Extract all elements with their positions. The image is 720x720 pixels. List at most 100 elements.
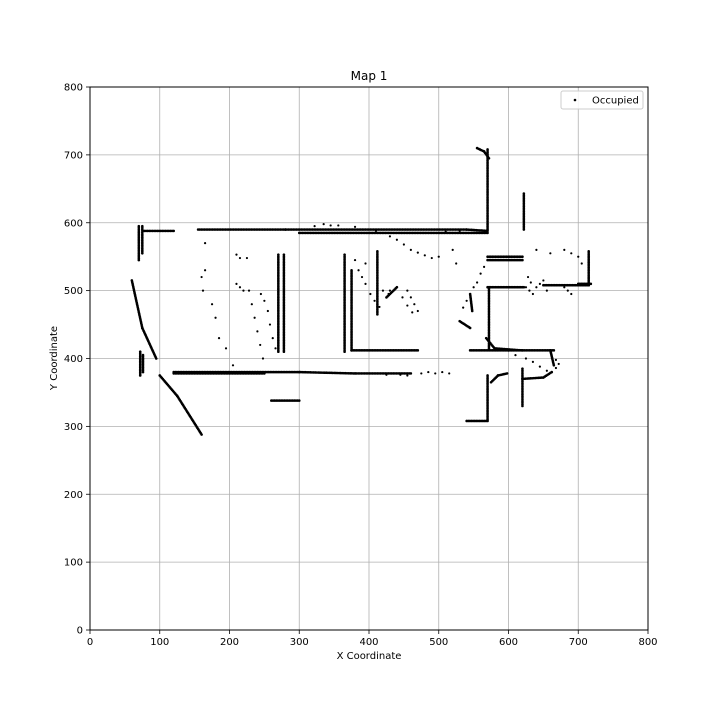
data-point <box>259 292 262 296</box>
data-point <box>224 347 228 350</box>
data-point <box>238 286 242 289</box>
data-point <box>409 248 412 251</box>
occupied-points <box>130 146 593 436</box>
data-point <box>545 289 548 292</box>
data-point <box>487 347 491 350</box>
y-tick-label: 0 <box>77 626 83 637</box>
data-point <box>538 282 541 285</box>
data-point <box>505 372 509 375</box>
data-point <box>409 372 413 375</box>
data-point <box>589 282 593 286</box>
data-point <box>141 370 145 374</box>
data-point <box>282 350 286 354</box>
data-point <box>524 286 528 289</box>
data-point <box>138 374 142 377</box>
data-point <box>256 330 259 333</box>
data-point <box>479 272 482 275</box>
data-point <box>522 285 526 289</box>
data-point <box>521 255 524 258</box>
data-point <box>514 354 517 357</box>
data-point <box>388 289 392 292</box>
y-axis-ticks: 0 100 200 300 400 500 600 700 800 <box>64 83 90 637</box>
legend-box <box>560 90 644 110</box>
y-axis-label: Y Coordinate <box>49 326 60 391</box>
data-point <box>268 323 272 326</box>
data-point <box>387 292 390 296</box>
data-point <box>329 224 332 227</box>
data-point <box>261 357 265 360</box>
data-point <box>550 370 554 374</box>
data-point <box>528 289 531 292</box>
data-point <box>482 265 486 268</box>
data-point <box>238 256 242 260</box>
data-point <box>263 299 266 302</box>
chart-title: Map 1 <box>351 69 388 83</box>
data-point <box>468 326 472 330</box>
data-point <box>570 252 573 255</box>
data-point <box>487 156 491 160</box>
data-point <box>217 337 221 340</box>
data-point <box>486 231 489 235</box>
data-point <box>587 283 591 287</box>
data-point <box>427 370 430 374</box>
data-point <box>416 309 419 313</box>
data-point <box>455 262 458 265</box>
y-tick-label: 700 <box>64 150 83 161</box>
data-point <box>563 286 566 289</box>
x-tick-label: 300 <box>290 637 309 648</box>
legend-marker <box>573 98 577 102</box>
data-point <box>448 372 451 375</box>
y-tick-label: 400 <box>64 354 83 365</box>
data-point <box>521 404 524 408</box>
data-point <box>462 306 465 309</box>
data-point <box>472 286 475 289</box>
data-point <box>247 289 251 292</box>
x-tick-label: 100 <box>150 637 169 648</box>
y-tick-label: 800 <box>64 83 83 94</box>
data-point <box>420 372 423 375</box>
x-axis-ticks: 0 100 200 300 400 500 600 700 800 <box>87 630 658 648</box>
data-point <box>250 303 253 306</box>
data-point <box>378 305 381 309</box>
data-point <box>526 275 530 279</box>
data-point <box>364 262 367 265</box>
data-point <box>274 347 277 350</box>
data-point <box>580 262 583 265</box>
data-point <box>376 313 379 316</box>
data-point <box>465 299 468 302</box>
data-point <box>458 229 461 232</box>
y-tick-label: 500 <box>64 286 83 297</box>
data-point <box>297 399 301 402</box>
data-point <box>364 282 367 285</box>
data-point <box>259 343 262 347</box>
data-point <box>549 252 552 255</box>
data-point <box>374 229 378 232</box>
data-point <box>369 292 372 296</box>
data-point <box>253 316 256 319</box>
data-point <box>406 374 409 377</box>
data-point <box>470 309 474 313</box>
x-tick-label: 400 <box>359 637 378 648</box>
data-point <box>552 349 556 352</box>
data-point <box>545 369 548 372</box>
data-point <box>392 372 395 375</box>
data-point <box>522 228 526 231</box>
data-point <box>200 433 203 436</box>
data-point <box>360 275 364 279</box>
data-point <box>430 256 433 260</box>
data-point <box>566 289 569 292</box>
data-point <box>385 296 388 299</box>
data-point <box>399 373 402 376</box>
data-point <box>538 365 541 368</box>
data-point <box>441 370 444 374</box>
x-tick-label: 600 <box>499 637 518 648</box>
data-point <box>444 230 447 233</box>
data-point <box>154 357 158 360</box>
data-point <box>521 258 524 262</box>
data-point <box>476 281 479 284</box>
data-point <box>542 279 545 282</box>
data-point <box>353 225 357 228</box>
data-point <box>381 289 385 292</box>
data-point <box>201 289 205 292</box>
